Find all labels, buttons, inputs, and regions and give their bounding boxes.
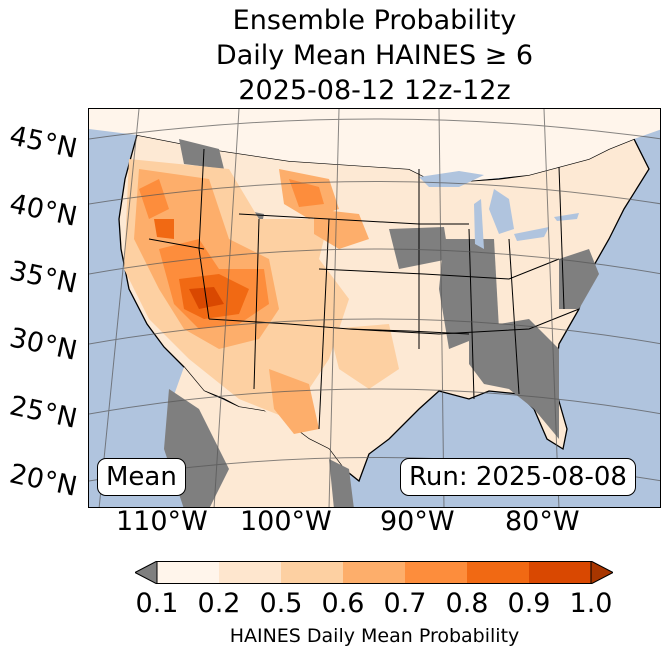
lat-label-45: 45°N — [6, 120, 80, 165]
cbar-tick-4: 0.7 — [383, 588, 427, 619]
cbar-tick-6: 0.9 — [507, 588, 551, 619]
cbar-tick-7: 1.0 — [569, 588, 613, 619]
cbar-tick-1: 0.2 — [197, 588, 241, 619]
map-canvas — [89, 109, 660, 507]
land-canada — [89, 109, 660, 181]
title-line-3: 2025-08-12 12z-12z — [238, 75, 511, 106]
title-line-1: Ensemble Probability — [232, 5, 517, 36]
great-lakes — [419, 171, 579, 249]
colorbar-bin-7 — [529, 561, 591, 584]
cbar-tick-0: 0.1 — [135, 588, 179, 619]
lat-label-40: 40°N — [6, 188, 80, 233]
mean-annotation: Mean — [97, 458, 186, 496]
colorbar-label: HAINES Daily Mean Probability — [229, 625, 520, 647]
lat-label-35: 35°N — [6, 255, 80, 300]
lon-label-110: 110°W — [116, 506, 208, 537]
cbar-tick-3: 0.6 — [321, 588, 365, 619]
lon-label-80: 80°W — [505, 506, 580, 537]
colorbar-bin-5 — [405, 561, 467, 584]
graticule — [89, 109, 660, 507]
colorbar-under-arrow — [135, 561, 158, 584]
lat-label-20: 20°N — [6, 458, 80, 503]
colorbar-bin-6 — [467, 561, 529, 584]
colorbar-bin-3 — [281, 561, 343, 584]
colorbar-bin-1 — [157, 561, 219, 584]
lon-label-100: 100°W — [240, 506, 332, 537]
run-date-annotation: Run: 2025-08-08 — [400, 458, 636, 496]
lon-label-90: 90°W — [380, 506, 455, 537]
lat-label-25: 25°N — [6, 390, 80, 435]
cbar-tick-5: 0.8 — [445, 588, 489, 619]
title-line-2: Daily Mean HAINES ≥ 6 — [215, 40, 534, 71]
lat-label-30: 30°N — [6, 322, 80, 367]
probability-map — [88, 108, 661, 508]
colorbar — [135, 561, 613, 584]
colorbar-over-arrow — [590, 561, 613, 584]
cbar-tick-2: 0.5 — [259, 588, 303, 619]
colorbar-bin-4 — [343, 561, 405, 584]
colorbar-bin-2 — [219, 561, 281, 584]
